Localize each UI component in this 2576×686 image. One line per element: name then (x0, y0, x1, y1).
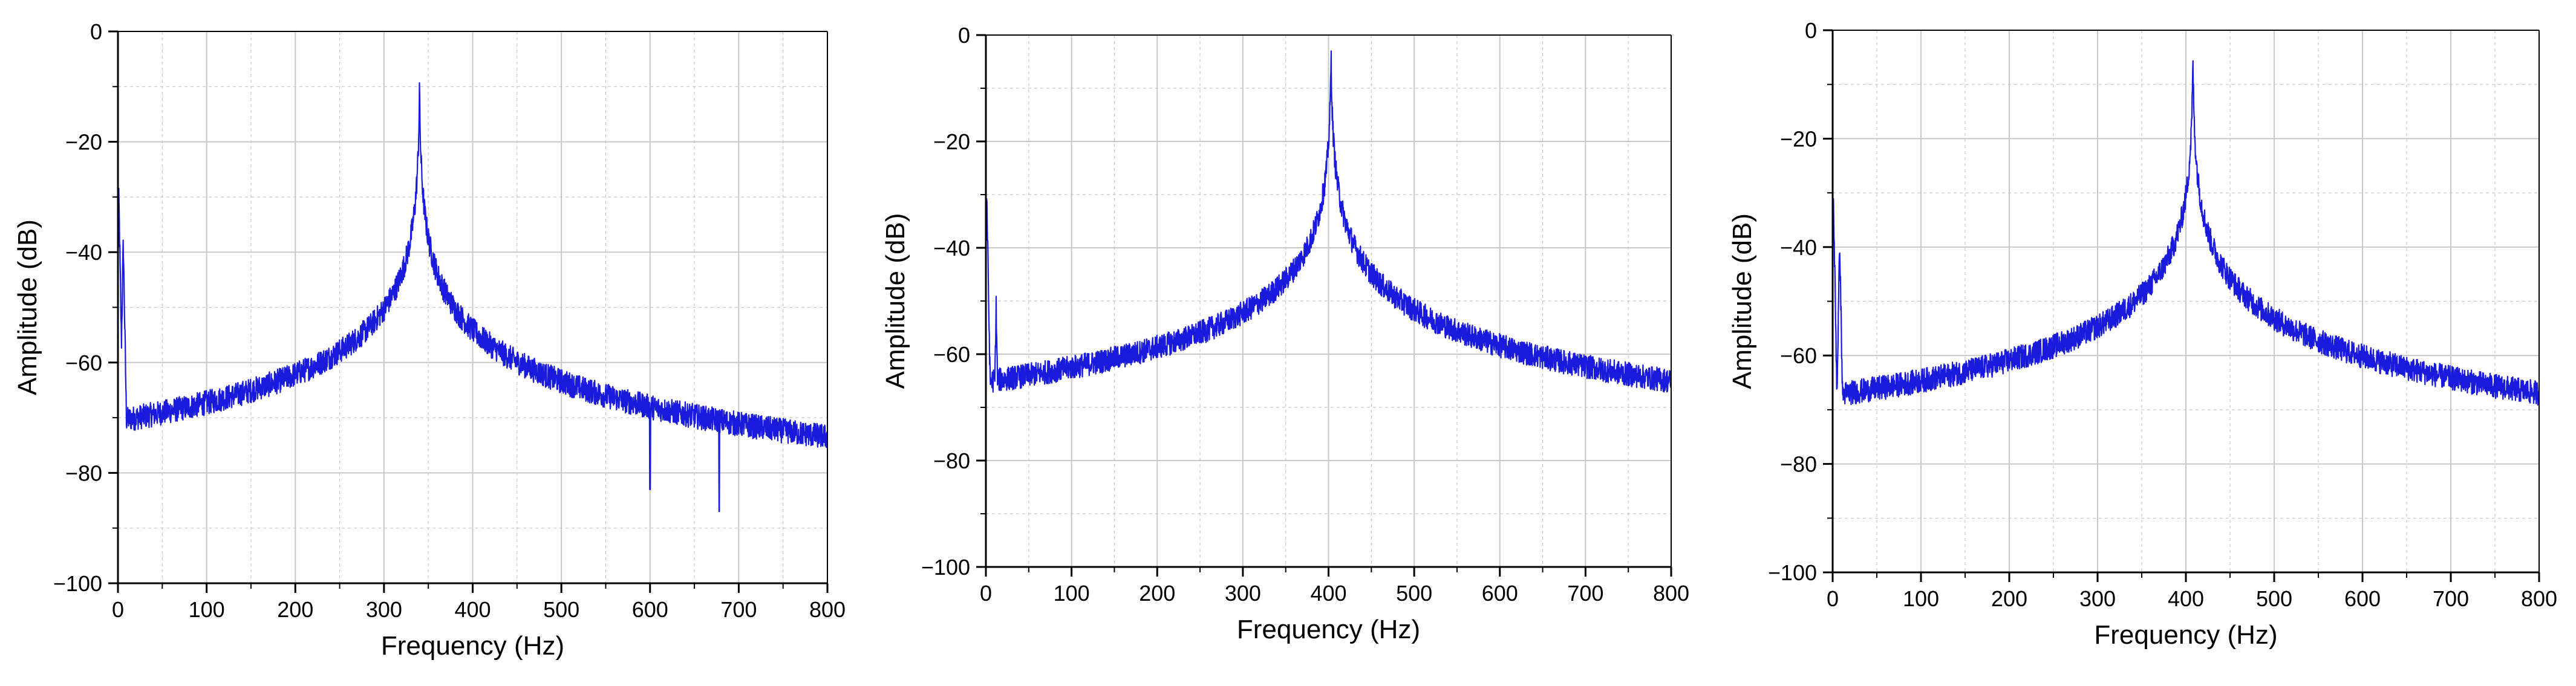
x-tick-label: 400 (454, 597, 491, 622)
x-tick-label: 300 (1225, 581, 1261, 606)
x-axis-title: Frequency (Hz) (2094, 620, 2277, 650)
spectrum-series-line (1831, 60, 2540, 406)
spectrum-chart-1: 0 100 200 300 400 500 600 700 800 0 −20 −40 −60 −80 −1… (13, 19, 846, 661)
x-tick-label: 400 (1310, 581, 1346, 606)
y-tick-label: −80 (65, 461, 102, 485)
x-tick-label: 700 (2433, 586, 2469, 611)
y-axis-title: Amplitude (dB) (1727, 213, 1757, 389)
x-tick-label: 300 (2079, 586, 2116, 611)
x-tick-label: 0 (112, 597, 124, 622)
x-tick-label: 500 (2256, 586, 2292, 611)
x-tick-label: 500 (543, 597, 579, 622)
x-tick-label: 800 (809, 597, 846, 622)
x-tick-label: 0 (980, 581, 992, 606)
x-tick-label: 600 (1482, 581, 1518, 606)
y-tick-label: −100 (53, 571, 102, 596)
y-tick-label: −40 (65, 240, 102, 265)
spectrum-chart-3: 0 100 200 300 400 500 600 700 800 0 −20 −40 −60 −80 −1… (1727, 18, 2557, 650)
y-tick-label: −60 (65, 351, 102, 375)
y-tick-label: −80 (1780, 452, 1817, 477)
y-axis-title: Amplitude (dB) (13, 219, 42, 395)
y-tick-label: −60 (933, 342, 970, 367)
y-axis-title: Amplitude (dB) (881, 213, 910, 389)
y-tick-label: −100 (921, 555, 970, 580)
x-tick-label: 500 (1396, 581, 1432, 606)
x-tick-label: 700 (720, 597, 757, 622)
x-tick-label: 300 (366, 597, 402, 622)
y-tick-label: 0 (90, 19, 102, 44)
x-axis-title: Frequency (Hz) (381, 631, 564, 661)
y-tick-label: −20 (1780, 126, 1817, 151)
x-tick-label: 400 (2168, 586, 2204, 611)
y-tick-label: −60 (1780, 343, 1817, 368)
y-tick-label: −40 (933, 236, 970, 260)
spectrum-chart-2: 0 100 200 300 400 500 600 700 800 0 −20 −40 −60 −80 −1… (881, 23, 1689, 644)
spectrum-series-line (117, 82, 829, 513)
y-tick-label: −40 (1780, 235, 1817, 260)
x-tick-label: 600 (632, 597, 668, 622)
x-tick-label: 700 (1567, 581, 1603, 606)
x-tick-label: 200 (1991, 586, 2027, 611)
x-tick-label: 200 (277, 597, 313, 622)
y-tick-label: −20 (933, 129, 970, 154)
y-tick-label: 0 (958, 23, 970, 48)
spectrum-series-line (985, 50, 1672, 393)
y-tick-label: −100 (1768, 560, 1817, 585)
x-tick-label: 0 (1827, 586, 1839, 611)
x-tick-label: 200 (1139, 581, 1175, 606)
x-tick-label: 600 (2344, 586, 2381, 611)
x-tick-label: 100 (189, 597, 225, 622)
y-tick-label: −20 (65, 130, 102, 155)
x-axis-title: Frequency (Hz) (1237, 615, 1420, 644)
x-tick-label: 800 (1653, 581, 1689, 606)
x-tick-label: 100 (1903, 586, 1939, 611)
y-tick-label: −80 (933, 448, 970, 473)
x-tick-label: 800 (2521, 586, 2557, 611)
x-tick-label: 100 (1054, 581, 1090, 606)
y-tick-label: 0 (1805, 18, 1817, 43)
